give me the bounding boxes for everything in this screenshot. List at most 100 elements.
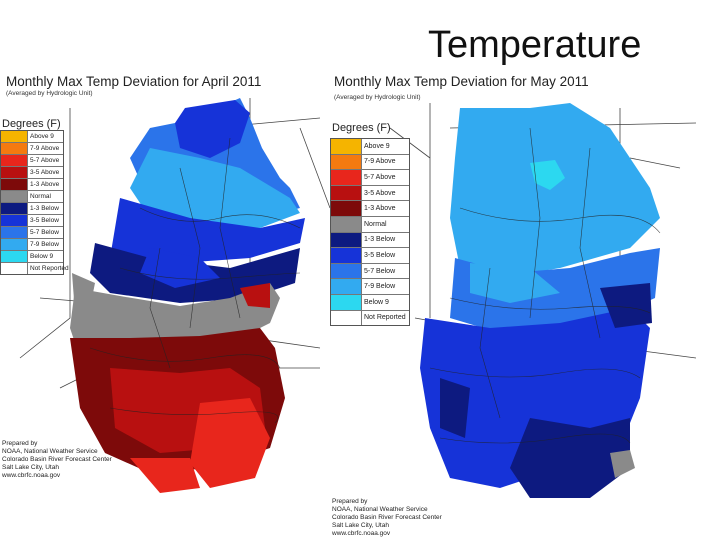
- april-legend-label: 5-7 Above: [30, 157, 60, 164]
- april-legend-label: 1-3 Below: [30, 205, 59, 212]
- april-legend-swatch: [1, 179, 28, 190]
- may-legend-label: 3-5 Above: [364, 189, 396, 197]
- april-legend-item: 7-9 Above: [1, 143, 63, 155]
- april-legend-item: 1-3 Above: [1, 179, 63, 191]
- may-map-panel: Monthly Max Temp Deviation for May 2011 …: [330, 68, 696, 540]
- may-legend-swatch: [331, 310, 362, 326]
- april-legend-swatch: [1, 251, 28, 262]
- april-legend-swatch: [1, 215, 28, 226]
- may-map-subtitle: (Averaged by Hydrologic Unit): [334, 94, 421, 101]
- slide-title: Temperature: [428, 24, 642, 66]
- april-legend-label: 5-7 Below: [30, 229, 59, 236]
- april-legend-label: Above 9: [30, 133, 54, 140]
- april-legend-label: 3-5 Above: [30, 169, 60, 176]
- april-legend-swatch: [1, 167, 28, 178]
- may-legend-label: 1-3 Above: [364, 205, 396, 213]
- april-credit: Prepared by NOAA, National Weather Servic…: [2, 440, 112, 480]
- april-region-7-9-below: [130, 148, 300, 228]
- may-legend-label: 5-7 Below: [364, 267, 396, 275]
- april-legend-item: 5-7 Below: [1, 227, 63, 239]
- april-region-3-5-below: [110, 198, 305, 263]
- may-legend-swatch: [331, 263, 362, 279]
- may-legend-item: Not Reported: [331, 310, 409, 326]
- april-credit-line: Prepared by: [2, 440, 38, 447]
- april-region-not-reported-west: [72, 273, 95, 313]
- may-region-7-9-below: [450, 103, 660, 278]
- may-legend-title: Degrees (F): [332, 122, 391, 134]
- may-legend-label: 3-5 Below: [364, 251, 396, 259]
- may-legend-item: Above 9: [331, 139, 409, 155]
- april-map-subtitle: (Averaged by Hydrologic Unit): [6, 90, 93, 97]
- april-legend-title: Degrees (F): [2, 118, 61, 130]
- april-legend-item: Not Reported: [1, 263, 69, 274]
- april-legend-item: Normal: [1, 191, 63, 203]
- may-map-title: Monthly Max Temp Deviation for May 2011: [334, 74, 589, 89]
- april-legend-swatch: [1, 227, 28, 238]
- may-region-1-3-below-west: [440, 378, 470, 438]
- april-legend-item: 7-9 Below: [1, 239, 63, 251]
- april-legend-swatch: [1, 155, 28, 166]
- may-legend-item: 7-9 Below: [331, 279, 409, 295]
- april-legend-label: 7-9 Above: [30, 145, 60, 152]
- may-legend-item: Normal: [331, 216, 409, 233]
- april-legend-item: Below 9: [1, 251, 63, 263]
- may-credit: Prepared by NOAA, National Weather Servic…: [332, 498, 442, 538]
- april-legend-swatch: [1, 203, 28, 214]
- april-legend-item: 3-5 Below: [1, 215, 63, 227]
- april-region-5-7-above: [190, 398, 270, 488]
- april-credit-line: www.cbrfc.noaa.gov: [2, 472, 61, 479]
- april-basin-map: [19, 98, 330, 493]
- april-legend-swatch: [1, 263, 28, 274]
- may-legend-swatch: [331, 216, 362, 232]
- april-map-panel: Monthly Max Temp Deviation for April 201…: [0, 68, 330, 540]
- may-legend-label: Normal: [364, 220, 387, 228]
- may-legend-swatch: [331, 139, 362, 154]
- may-legend-label: Above 9: [364, 142, 390, 150]
- may-credit-line: Prepared by: [332, 498, 368, 505]
- may-legend-label: 1-3 Below: [364, 236, 396, 244]
- april-legend-item: 5-7 Above: [1, 155, 63, 167]
- april-legend-label: 1-3 Above: [30, 181, 60, 188]
- may-credit-line: Salt Lake City, Utah: [332, 522, 389, 529]
- april-legend-swatch: [1, 191, 28, 202]
- may-legend-label: Below 9: [364, 298, 389, 306]
- april-legend-label: Below 9: [30, 253, 54, 260]
- may-legend-item: 1-3 Below: [331, 232, 409, 249]
- april-region-3-5-below-south: [140, 248, 220, 288]
- april-legend-item: Above 9: [1, 131, 63, 143]
- may-legend-item: Below 9: [331, 294, 409, 311]
- may-legend-swatch: [331, 294, 362, 310]
- may-basin-map: [389, 103, 696, 498]
- may-legend-swatch: [331, 170, 362, 185]
- may-credit-line: NOAA, National Weather Service: [332, 506, 428, 513]
- may-region-below-9: [530, 160, 565, 190]
- may-legend-item: 3-5 Below: [331, 248, 409, 264]
- may-legend-swatch: [331, 154, 362, 170]
- may-legend-swatch: [331, 201, 362, 216]
- april-legend-swatch: [1, 131, 28, 142]
- may-legend-item: 3-5 Above: [331, 185, 409, 202]
- may-region-1-3-below: [510, 418, 630, 498]
- april-legend-label: 7-9 Below: [30, 241, 59, 248]
- may-legend-item: 5-7 Below: [331, 263, 409, 280]
- april-map-title: Monthly Max Temp Deviation for April 201…: [6, 74, 262, 89]
- may-legend-swatch: [331, 232, 362, 248]
- april-legend-swatch: [1, 239, 28, 250]
- may-region-normal: [610, 450, 635, 478]
- april-credit-line: Salt Lake City, Utah: [2, 464, 59, 471]
- april-legend-item: 3-5 Above: [1, 167, 63, 179]
- april-region-3-5-above-east: [240, 283, 270, 308]
- may-legend-label: 7-9 Above: [364, 158, 396, 166]
- may-legend-swatch: [331, 185, 362, 201]
- april-legend-label: Not Reported: [30, 265, 69, 272]
- may-credit-line: Colorado Basin River Forecast Center: [332, 514, 442, 521]
- may-legend-item: 1-3 Above: [331, 201, 409, 217]
- may-legend-label: 7-9 Below: [364, 283, 396, 291]
- april-region-5-7-above-south: [130, 458, 200, 493]
- april-region-3-5-below-north: [175, 100, 250, 158]
- may-region-1-3-below-east: [600, 283, 652, 328]
- april-legend-swatch: [1, 143, 28, 154]
- may-legend: Above 9 7-9 Above 5-7 Above 3-5 Above 1-3 Ab…: [330, 138, 410, 327]
- april-credit-line: NOAA, National Weather Service: [2, 448, 98, 455]
- may-legend-item: 7-9 Above: [331, 154, 409, 171]
